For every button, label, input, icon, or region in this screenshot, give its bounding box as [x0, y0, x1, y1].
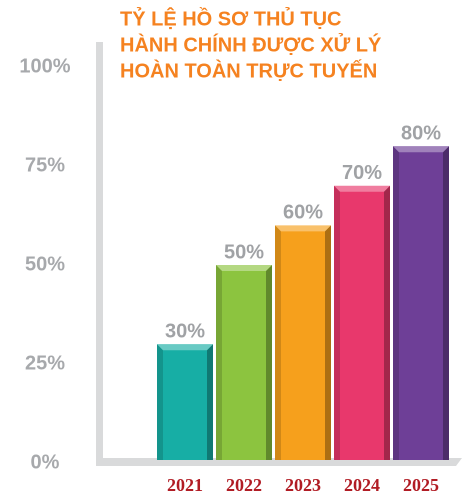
- bar: [216, 265, 272, 460]
- chart-title: HÀNH CHÍNH ĐƯỢC XỬ LÝ: [120, 32, 382, 56]
- bar-bevel: [393, 146, 449, 153]
- bar-bevel: [384, 185, 390, 461]
- bar-bevel: [443, 146, 449, 460]
- chart-title: HOÀN TOÀN TRỰC TUYẾN: [120, 59, 377, 82]
- bar-bevel: [325, 225, 331, 460]
- value-label: 70%: [342, 162, 382, 184]
- value-label: 80%: [401, 122, 441, 144]
- bar: [157, 344, 213, 460]
- value-label: 60%: [283, 202, 323, 224]
- y-tick-label: 75%: [25, 154, 65, 176]
- bar-bevel: [275, 225, 331, 232]
- bar-bevel: [393, 146, 399, 460]
- value-label: 30%: [165, 320, 205, 342]
- y-tick-label: 25%: [25, 352, 65, 374]
- x-tick-label: 2025: [403, 475, 439, 495]
- bar-bevel: [216, 265, 272, 271]
- y-tick-label: 0%: [31, 451, 60, 473]
- x-tick-label: 2021: [167, 475, 203, 495]
- bar: [275, 225, 331, 460]
- x-tick-label: 2022: [226, 475, 262, 495]
- y-tick-label: 50%: [25, 253, 65, 275]
- bar: [334, 185, 390, 461]
- y-axis: [96, 42, 103, 464]
- x-tick-label: 2023: [285, 475, 321, 495]
- bar-bevel: [334, 185, 340, 461]
- bar-bevel: [334, 185, 390, 192]
- bar-bevel: [157, 344, 163, 460]
- bar-bevel: [216, 265, 222, 460]
- bar-bevel: [275, 225, 281, 460]
- bar: [393, 146, 449, 460]
- y-tick-label: 100%: [19, 55, 70, 77]
- bar-bevel: [157, 344, 213, 351]
- chart-title: TỶ LỆ HỒ SƠ THỦ TỤC: [120, 6, 342, 30]
- bar-bevel: [266, 265, 272, 460]
- value-label: 50%: [224, 241, 264, 263]
- x-tick-label: 2024: [344, 475, 380, 495]
- bar-bevel: [207, 344, 213, 460]
